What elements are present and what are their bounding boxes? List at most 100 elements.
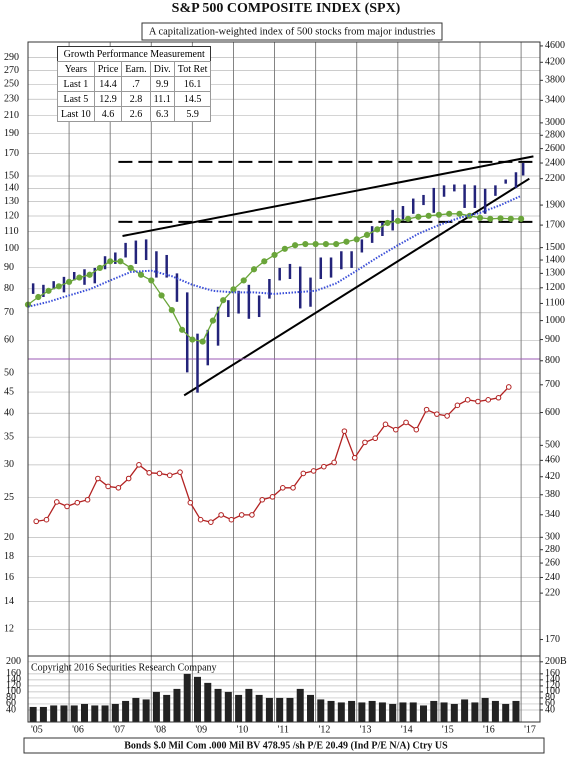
series-point <box>495 394 502 401</box>
series-point <box>74 499 81 506</box>
series-point <box>392 426 399 433</box>
y-tick-label: 80 <box>4 283 14 294</box>
series-point <box>362 439 368 446</box>
series-point <box>95 475 101 482</box>
y-tick-label: 50 <box>4 367 14 378</box>
volume-bar <box>214 688 222 722</box>
volume-bar <box>183 673 191 722</box>
table-cell: 16.1 <box>173 76 212 92</box>
series-point <box>238 512 245 518</box>
series-point <box>363 231 371 238</box>
volume-bar <box>255 694 263 722</box>
series-point <box>384 219 391 227</box>
y-tick-label: 40 <box>4 408 14 419</box>
y-tick-label: 140 <box>4 183 19 194</box>
volume-y2-tick-label: 100 <box>545 686 560 697</box>
y2-tick-label: 1100 <box>545 298 565 309</box>
series-point <box>105 483 111 490</box>
y-tick-label: 16 <box>4 572 14 583</box>
series-point <box>302 240 309 248</box>
y2-tick-label: 170 <box>545 634 560 645</box>
series-point <box>146 470 153 476</box>
table-cell: 14.4 <box>93 76 123 92</box>
series-point <box>279 484 286 491</box>
x-tick-label: '06 <box>72 724 84 735</box>
series-point <box>136 462 142 468</box>
series-point <box>249 512 255 518</box>
y-tick-label: 110 <box>4 226 19 237</box>
table-cell: Years <box>57 61 95 77</box>
y-tick-label: 14 <box>4 596 14 607</box>
chart-subtitle: A capitalization-weighted index of 500 s… <box>149 26 435 37</box>
series-point <box>497 215 504 222</box>
series-point <box>446 210 453 217</box>
volume-tick-label: 160 <box>6 668 21 679</box>
series-point <box>425 212 432 219</box>
series-point <box>43 516 50 523</box>
volume-bar <box>142 699 150 722</box>
y-tick-label: 130 <box>4 196 19 207</box>
y2-tick-label: 340 <box>545 509 560 520</box>
x-tick-label: '16 <box>483 724 495 735</box>
y2-tick-label: 2400 <box>545 157 565 168</box>
y-tick-label: 270 <box>4 65 19 76</box>
volume-tick-label: 140 <box>6 674 21 685</box>
volume-y2-tick-label: 40 <box>545 704 555 715</box>
table-cell: Last 1 <box>57 76 95 92</box>
y2-tick-label: 1200 <box>545 282 565 293</box>
series-point <box>333 240 340 248</box>
table-cell: Earn. <box>121 61 151 77</box>
volume-tick-label: 200 <box>6 656 21 667</box>
x-tick-label: '07 <box>113 724 125 735</box>
series-point <box>444 413 450 419</box>
x-tick-label: '05 <box>31 724 43 735</box>
series-line <box>27 194 522 308</box>
y-tick-label: 150 <box>4 170 19 181</box>
series-point <box>464 397 471 403</box>
y-tick-label: 170 <box>4 148 19 159</box>
x-tick-label: '11 <box>278 724 289 735</box>
series-point <box>33 518 40 525</box>
series-point <box>413 426 420 433</box>
series-point <box>137 271 145 278</box>
volume-bar <box>122 700 130 722</box>
series-point <box>415 213 422 220</box>
volume-tick-label: 40 <box>6 704 16 715</box>
series-point <box>168 307 175 314</box>
volume-bar <box>29 706 37 722</box>
series-point <box>230 286 237 293</box>
series-point <box>115 484 122 491</box>
series-point <box>127 264 134 272</box>
series-point <box>178 326 186 333</box>
y2-tick-label: 2600 <box>545 143 565 154</box>
volume-bar <box>420 705 428 722</box>
series-point <box>218 512 224 518</box>
volume-bar <box>440 702 448 722</box>
y-tick-label: 45 <box>4 386 14 397</box>
series-point <box>55 283 62 290</box>
volume-y2-tick-label: 160 <box>545 668 560 679</box>
series-point <box>240 277 247 284</box>
volume-bar <box>450 703 458 722</box>
volume-bar <box>368 700 376 722</box>
series-point <box>435 211 443 218</box>
table-cell: 5.9 <box>173 106 212 122</box>
volume-bar <box>512 700 520 722</box>
y2-tick-label: 300 <box>545 532 560 543</box>
trendline <box>122 155 534 237</box>
y-tick-label: 90 <box>4 262 14 273</box>
volume-bar <box>317 699 325 722</box>
volume-bar <box>152 691 160 722</box>
y-tick-label: 60 <box>4 335 14 346</box>
series-point <box>351 455 358 461</box>
volume-y2-tick-label: 140 <box>545 674 560 685</box>
series-point <box>310 468 317 474</box>
x-tick-label: '08 <box>154 724 166 735</box>
series-point <box>228 516 235 523</box>
series-point <box>404 215 412 222</box>
y2-tick-label: 1700 <box>545 219 565 230</box>
volume-bar <box>378 702 386 722</box>
series-point <box>189 336 196 343</box>
y2-tick-label: 260 <box>545 557 560 568</box>
